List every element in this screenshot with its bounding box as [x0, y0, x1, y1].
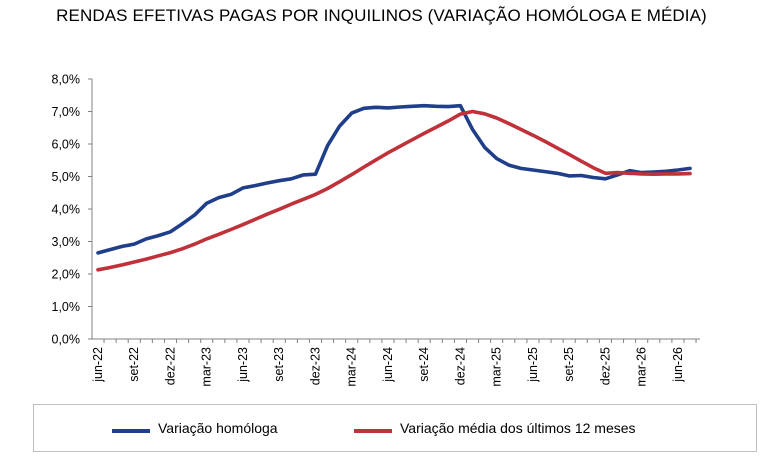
y-tick-label: 6,0% — [52, 138, 81, 152]
y-tick-label: 3,0% — [52, 235, 81, 249]
line-chart: 0,0% 1,0% 2,0% 3,0% 4,0% 5,0% 6,0% 7,0% 8,0% jun-… — [52, 73, 700, 387]
legend-swatch-yoy — [112, 429, 150, 433]
legend-label-avg: Variação média dos últimos 12 meses — [400, 420, 636, 436]
x-tick-label: mar-23 — [200, 347, 214, 387]
x-tick-label: jun-23 — [236, 347, 250, 383]
x-tick-label: jun-24 — [381, 347, 395, 383]
y-tick-label: 2,0% — [52, 268, 81, 282]
series-line-0 — [96, 103, 692, 255]
x-tick-label: mar-25 — [490, 347, 504, 387]
x-tick-label: set-22 — [127, 347, 141, 382]
legend-swatch-avg — [354, 429, 392, 433]
x-tick-label: dez-22 — [163, 347, 177, 385]
x-tick-label: dez-25 — [598, 347, 612, 385]
y-tick-label: 1,0% — [52, 300, 81, 314]
x-tick-label: set-23 — [272, 347, 286, 382]
x-tick-label: jun-26 — [671, 347, 685, 383]
y-tick-label: 8,0% — [52, 73, 81, 87]
x-tick-label: mar-26 — [635, 347, 649, 387]
axis-layer: 0,0% 1,0% 2,0% 3,0% 4,0% 5,0% 6,0% 7,0% 8,0% jun-… — [52, 73, 700, 387]
y-tick-label: 4,0% — [52, 203, 81, 217]
legend-label-yoy: Variação homóloga — [158, 420, 278, 436]
series-layer — [96, 103, 692, 272]
series-line-1 — [96, 109, 692, 272]
x-tick-label: dez-24 — [453, 347, 467, 385]
x-tick-label: dez-23 — [308, 347, 322, 385]
legend: Variação homóloga Variação média dos últ… — [33, 404, 757, 452]
x-tick-label: jun-25 — [526, 347, 540, 383]
chart-title: RENDAS EFETIVAS PAGAS POR INQUILINOS (VA… — [56, 6, 707, 25]
y-tick-label: 7,0% — [52, 105, 81, 119]
x-tick-label: mar-24 — [345, 347, 359, 387]
y-tick-label: 5,0% — [52, 170, 81, 184]
x-tick-label: set-24 — [417, 347, 431, 382]
x-tick-label: jun-22 — [91, 347, 105, 383]
y-tick-label: 0,0% — [52, 333, 81, 347]
x-tick-label: set-25 — [562, 347, 576, 382]
